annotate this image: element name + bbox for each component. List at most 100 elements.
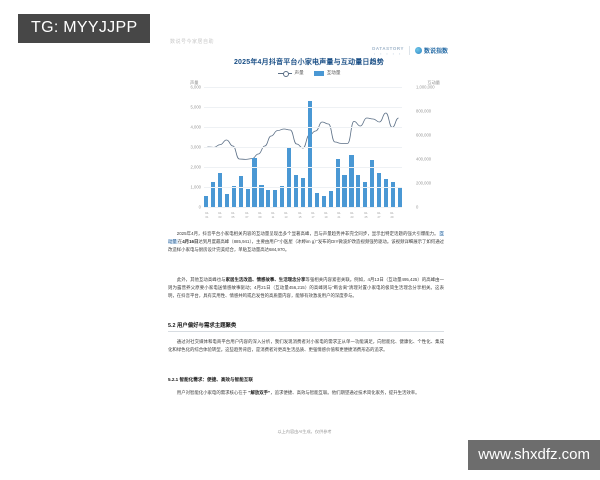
x-tick-04-19: 04-19 <box>324 211 328 219</box>
line-marker-icon <box>277 70 292 77</box>
bar-26[interactable] <box>377 172 382 207</box>
bar-10[interactable] <box>266 190 271 207</box>
logo-divider <box>408 46 410 56</box>
emphasized-term: 4月16日 <box>182 239 199 245</box>
x-tick-04-11: 04-11 <box>271 211 275 219</box>
y-axis-tick-right: 600,000 <box>416 132 432 138</box>
legend-item-shengliang[interactable]: 声量 <box>277 70 304 77</box>
telegram-watermark-badge: TG: MYYJJPP <box>18 14 151 43</box>
bar-23[interactable] <box>356 175 361 207</box>
document-page: 数说号今家居自助 DATASTORY ▪ ▪ ▪ ▪ ▪ 数说指数 2025年4… <box>152 30 457 470</box>
paragraph-user-preferences: 通过对社交媒体和电商平台用户内容的深入分析，我们发现消费者对小家电的需求正从单一… <box>168 339 444 353</box>
bar-3[interactable] <box>217 173 223 207</box>
grid-line <box>204 187 402 188</box>
bar-18[interactable] <box>321 195 326 207</box>
x-axis-tick-labels: 04-0104-0204-0304-0404-0504-0604-0704-08… <box>204 211 402 219</box>
text-run: 2025年4月，抖音平台小家电相关内容的互动量呈现出多个显著高峰，且与声量趋势并… <box>176 231 439 236</box>
x-tick-04-09: 04-09 <box>257 211 262 219</box>
x-tick-04-21: 04-21 <box>337 211 342 219</box>
x-tick-04-07: 04-07 <box>244 211 249 219</box>
text-run: 此外，其他互动高峰也与 <box>176 277 226 282</box>
volume-line-path <box>207 112 399 160</box>
x-tick-04-23: 04-23 <box>350 211 355 219</box>
bar-22[interactable] <box>349 155 354 207</box>
bar-17[interactable] <box>314 192 319 207</box>
y-axis-tick-right: 1,000,000 <box>416 84 435 90</box>
datastory-logo-text: DATASTORY <box>372 46 404 51</box>
bar-6[interactable] <box>238 176 243 207</box>
bar-29[interactable] <box>397 188 402 207</box>
bar-7[interactable] <box>245 189 250 207</box>
y-axis-label-right: 互动量 <box>427 80 440 85</box>
bar-24[interactable] <box>363 181 368 207</box>
y-axis-tick-right: 200,000 <box>416 180 432 186</box>
bar-9[interactable] <box>259 185 264 207</box>
legend-item-hudongliang[interactable]: 互动量 <box>313 70 341 76</box>
text-run: 达到月度最高峰（885,941），主要由用户“小医屋（冰婷im g）”发布的DI… <box>168 239 444 253</box>
datastory-logo-dots: ▪ ▪ ▪ ▪ ▪ <box>373 51 403 56</box>
bar-marker-icon <box>313 70 324 76</box>
brand-lockup: 数说指数 <box>414 46 448 56</box>
brand-name-text: 数说指数 <box>423 49 448 56</box>
legend-label-hudongliang: 互动量 <box>326 70 341 75</box>
grid-line <box>204 147 402 148</box>
y-axis-tick-left: 1,000 <box>190 184 201 190</box>
x-tick-04-01: 04-01 <box>205 211 209 219</box>
paragraph-interaction-peaks: 2025年4月，抖音平台小家电相关内容的互动量呈现出多个显著高峰，且与声量趋势并… <box>168 230 444 254</box>
y-axis-tick-right: 400,000 <box>416 156 432 162</box>
y-axis-tick-right: 0 <box>416 204 419 210</box>
plot-canvas: 0 1,000 2,000 3,000 4,000 5,000 6,000 0 200,000 4… <box>191 85 435 210</box>
bar-13[interactable] <box>287 147 292 207</box>
x-tick-04-17: 04-17 <box>310 211 315 219</box>
x-tick-04-05: 04-05 <box>231 211 236 219</box>
x-tick-04-25: 04-25 <box>363 211 368 219</box>
bar-25[interactable] <box>370 159 375 207</box>
ai-generated-disclaimer: 以上内容由AI生成，仅供参考 <box>277 429 332 434</box>
text-run: ，追求便捷、高效与智能互联。他们期望通过技术简化家务，提升生活效率。 <box>270 390 420 395</box>
bar-5[interactable] <box>231 186 236 207</box>
text-run: 在 <box>177 239 183 245</box>
bar-16[interactable] <box>307 100 313 207</box>
x-tick-04-15: 04-15 <box>297 211 302 219</box>
site-url-watermark: www.shxdfz.com <box>468 440 600 470</box>
chart-container: DATASTORY ▪ ▪ ▪ ▪ ▪ 数说指数 2025年4月抖音平台小家电声… <box>166 46 452 236</box>
bar-4[interactable] <box>224 194 229 207</box>
bar-11[interactable] <box>273 189 278 207</box>
legend-label-shengliang: 声量 <box>294 70 304 75</box>
interaction-bar-series <box>204 87 402 207</box>
y-axis-tick-left: 4,000 <box>190 124 201 130</box>
bar-2[interactable] <box>210 181 216 207</box>
bar-14[interactable] <box>293 175 299 207</box>
x-tick-04-27: 04-27 <box>376 211 381 219</box>
bar-20[interactable] <box>335 159 340 207</box>
chart-title: 2025年4月抖音平台小家电声量与互动量日趋势 <box>233 59 385 66</box>
paragraph-smart-demand: 用户对智能化小家电的需求核心在于 “解放双手”，追求便捷、高效与智能互联。他们期… <box>168 389 444 397</box>
grid-line <box>204 207 402 208</box>
bar-12[interactable] <box>280 186 285 207</box>
bar-28[interactable] <box>390 182 396 207</box>
grid-line <box>204 87 402 88</box>
y-axis-tick-right: 800,000 <box>416 108 432 114</box>
bar-27[interactable] <box>383 178 389 207</box>
text-run: 用户对智能化小家电的需求核心在于 <box>176 390 249 395</box>
bar-1[interactable] <box>204 196 209 207</box>
y-axis-tick-left: 2,000 <box>190 164 201 170</box>
grid-line <box>204 127 402 128</box>
text-run: 等强相关内容紧密关联。例如，4月13日（互动量495,425）的高峰由一则为露营… <box>168 277 444 299</box>
x-tick-04-29: 04-29 <box>390 211 394 219</box>
bar-19[interactable] <box>328 190 333 207</box>
bar-21[interactable] <box>342 175 347 207</box>
section-heading-5-2: 5.2 用户偏好与需求主题聚类 <box>168 323 237 329</box>
subsection-heading-5-2-1: 5.2.1 智能化需求：便捷、高效与智能互联 <box>168 377 253 382</box>
chart-plot-area: 声量 互动量 0 1,000 2,000 3,000 4,000 5,000 6,000 0 2… <box>166 80 452 230</box>
bar-8[interactable] <box>252 157 257 207</box>
globe-icon <box>414 47 422 55</box>
y-axis-tick-left: 5,000 <box>190 104 201 110</box>
emphasized-term: 家居生活改造、情感故事、生活理念分享 <box>225 277 306 282</box>
volume-line-series <box>207 112 399 160</box>
y-axis-tick-left: 0 <box>198 204 201 210</box>
paragraph-other-peaks: 此外，其他互动高峰也与家居生活改造、情感故事、生活理念分享等强相关内容紧密关联。… <box>168 276 444 300</box>
y-axis-tick-left: 6,000 <box>190 84 201 90</box>
bar-15[interactable] <box>300 178 306 207</box>
